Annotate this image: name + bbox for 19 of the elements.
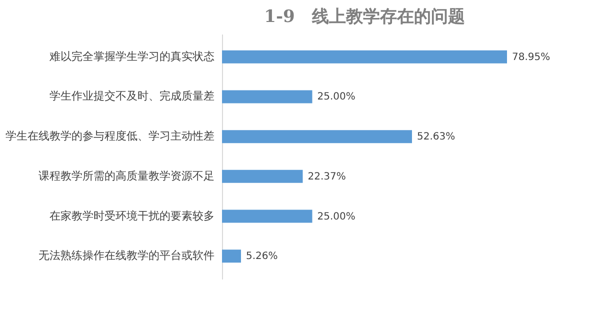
y-tick-label: 学生在线教学的参与程度低、学习主动性差 xyxy=(6,130,214,143)
y-tick-label: 课程教学所需的高质量教学资源不足 xyxy=(38,169,214,182)
y-tick-label: 学生作业提交不及时、完成质量差 xyxy=(50,90,214,103)
data-label: 25.00% xyxy=(317,211,356,222)
data-label: 5.26% xyxy=(246,251,278,262)
data-label: 52.63% xyxy=(416,132,456,143)
bar xyxy=(222,90,312,104)
bar xyxy=(222,210,312,223)
chart-title: 1-9 线上教学存在的问题 xyxy=(264,7,465,27)
data-label: 22.37% xyxy=(308,171,346,182)
bar xyxy=(222,170,303,183)
y-tick-label: 难以完全掌握学生学习的真实状态 xyxy=(50,50,214,63)
y-tick-label: 无法熟练操作在线教学的平台或软件 xyxy=(38,249,214,262)
data-label: 78.95% xyxy=(512,52,550,63)
bar xyxy=(222,250,241,263)
y-tick-label: 在家教学时受环境干扰的要素较多 xyxy=(50,209,214,222)
bar xyxy=(222,50,507,64)
data-label: 25.00% xyxy=(317,92,356,103)
bar xyxy=(222,130,412,144)
